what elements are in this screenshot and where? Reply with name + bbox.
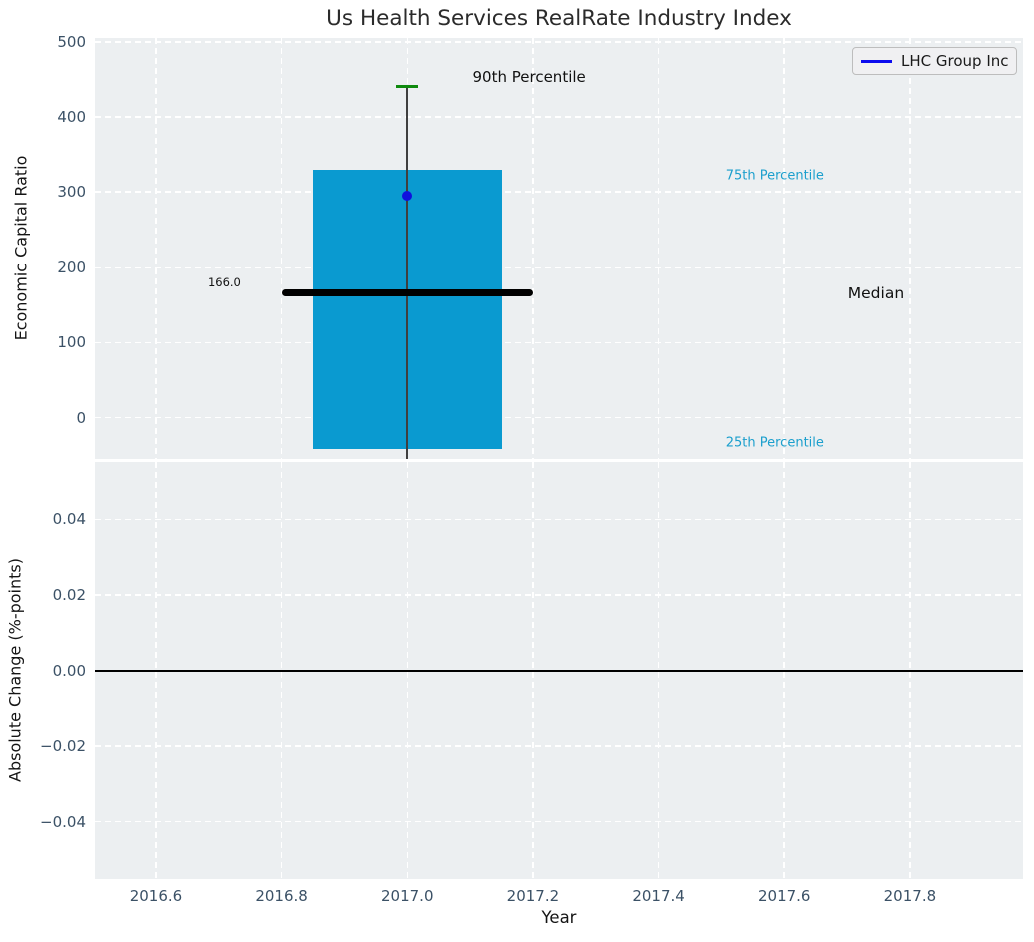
y-gridline	[95, 341, 1023, 344]
top-y-axis-label: Economic Capital Ratio	[11, 155, 31, 341]
y-tick-label: 0.04	[52, 510, 86, 529]
x-tick-label: 2016.8	[255, 887, 308, 905]
company-dot	[402, 190, 413, 201]
annotation-75th-percentile: 75th Percentile	[725, 168, 824, 184]
x-tick-label: 2016.6	[129, 887, 183, 905]
top-axes-economic-capital-ratio	[95, 38, 1023, 459]
y-tick-label: 500	[57, 32, 86, 51]
bottom-axes-absolute-change	[95, 462, 1023, 879]
y-gridline	[95, 745, 1023, 747]
chart-title: Us Health Services RealRate Industry Ind…	[326, 6, 792, 31]
x-gridline	[909, 38, 911, 459]
whisker-line	[406, 86, 409, 459]
y-tick-label: 300	[57, 183, 86, 202]
y-gridline	[95, 116, 1023, 118]
y-tick-label: 400	[57, 107, 86, 126]
y-gridline	[95, 416, 1023, 419]
median-line	[281, 289, 533, 297]
x-gridline	[783, 38, 785, 459]
annotation-median: Median	[847, 283, 905, 302]
y-gridline	[95, 41, 1023, 43]
y-gridline	[95, 266, 1023, 269]
x-gridline	[532, 38, 534, 459]
x-gridline	[155, 38, 157, 459]
x-tick-label: 2017.6	[757, 887, 811, 905]
x-tick-label: 2017.8	[883, 887, 937, 905]
y-gridline	[95, 820, 1023, 823]
bottom-y-axis-label: Absolute Change (%-points)	[5, 558, 25, 782]
x-tick-label: 2017.2	[506, 887, 560, 905]
p90-cap	[396, 85, 419, 89]
legend-line-icon	[861, 59, 892, 63]
y-gridline	[95, 594, 1023, 596]
x-axis-label: Year	[541, 908, 577, 927]
x-tick-label: 2017.4	[632, 887, 685, 905]
legend-label: LHC Group Inc	[901, 52, 1009, 70]
x-gridline	[657, 38, 660, 459]
y-tick-label: 0.02	[52, 585, 86, 604]
zero-line	[95, 669, 1023, 672]
annotation-166-0: 166.0	[207, 274, 241, 289]
y-tick-label: 100	[57, 333, 86, 352]
y-tick-label: 200	[57, 258, 86, 277]
y-tick-label: −0.02	[40, 737, 86, 756]
y-gridline	[95, 191, 1023, 193]
x-gridline	[280, 38, 283, 459]
x-tick-label: 2017.0	[381, 887, 434, 905]
y-tick-label: 0.00	[52, 661, 86, 680]
annotation-25th-percentile: 25th Percentile	[725, 435, 824, 451]
legend: LHC Group Inc	[852, 47, 1017, 75]
y-tick-label: −0.04	[40, 812, 86, 831]
y-gridline	[95, 518, 1023, 521]
y-tick-label: 0	[76, 408, 86, 427]
annotation-90th-percentile: 90th Percentile	[472, 68, 586, 87]
